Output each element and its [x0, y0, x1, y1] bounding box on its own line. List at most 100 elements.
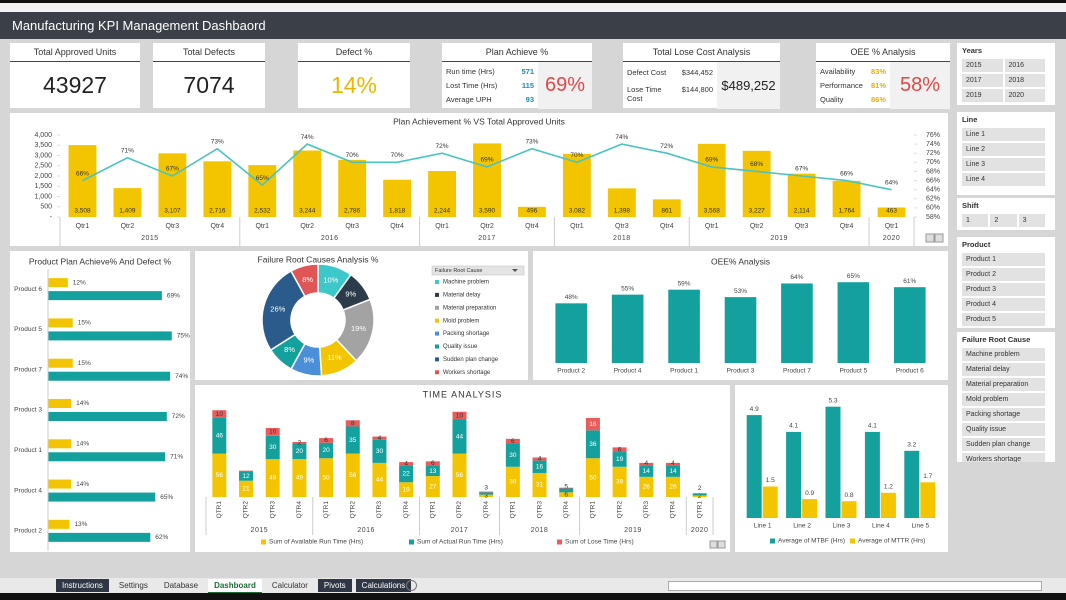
kpi-body: Defect Cost $344,452 Lose Time Cost $144,80… — [623, 62, 780, 109]
x-tick-label: QTR1 — [323, 501, 330, 519]
line-value-label: 69% — [705, 157, 718, 164]
chart: OEE% Analysis Product 2 48% Product 4 55% Pro… — [555, 256, 926, 375]
sheet-tab[interactable]: Instructions — [56, 579, 109, 592]
slicer-item[interactable]: Line 4 — [962, 173, 1045, 186]
slicer-item[interactable]: Product 2 — [962, 268, 1045, 281]
slicer-item[interactable]: Product 4 — [962, 298, 1045, 311]
segment-label: 56 — [349, 472, 357, 479]
bar — [293, 150, 322, 217]
slicer-item[interactable]: 2019 — [962, 89, 1003, 102]
slicer-item[interactable]: Product 1 — [962, 253, 1045, 266]
segment-label: 8% — [302, 275, 313, 284]
bar-segment — [265, 435, 280, 460]
bar-value-label: 3,082 — [569, 208, 586, 215]
bar-value-label: 1,398 — [614, 208, 631, 215]
x-tick-label: Qtr1 — [76, 223, 90, 230]
bar — [920, 482, 936, 518]
segment-label: 30 — [376, 448, 384, 455]
bar-segment — [292, 443, 307, 460]
segment-label: 27 — [429, 483, 437, 490]
legend-swatch — [850, 538, 855, 544]
segment-label: 22 — [403, 470, 411, 477]
kpi-value: 58% — [890, 62, 950, 109]
legend-swatch — [435, 280, 439, 284]
slicer-item[interactable]: 2015 — [962, 59, 1003, 72]
slicer-item[interactable]: 2 — [990, 214, 1017, 227]
slicer-item[interactable]: Workers shortage — [962, 453, 1045, 462]
kpi-row-value: 81% — [870, 80, 886, 90]
horizontal-scrollbar[interactable] — [668, 581, 1042, 591]
line-value-label: 72% — [436, 143, 449, 150]
kpi-value: 43927 — [43, 72, 107, 98]
x-group-label: 2018 — [531, 527, 549, 534]
slicer-item[interactable]: Quality issue — [962, 423, 1045, 436]
sheet-tab[interactable]: Settings — [118, 581, 148, 590]
x-tick-label: Qtr2 — [750, 223, 764, 230]
slicer-item[interactable]: Material delay — [962, 363, 1045, 376]
sheet-tab[interactable]: Dashboard — [208, 579, 262, 594]
slicer-item[interactable]: Line 1 — [962, 128, 1045, 141]
y2-tick-label: 74% — [926, 141, 940, 148]
slicer-item[interactable]: Packing shortage — [962, 408, 1045, 421]
bar-value-label: 3,244 — [299, 208, 316, 215]
bar-segment — [532, 457, 547, 461]
slicer-item[interactable]: 2020 — [1004, 89, 1045, 102]
x-group-label: 2017 — [451, 527, 469, 534]
x-tick-label: Qtr4 — [211, 223, 225, 230]
bar — [383, 179, 412, 217]
x-tick-label: QTR3 — [269, 501, 276, 519]
slicer-item[interactable]: 2018 — [1004, 74, 1045, 87]
x-tick-label: Qtr3 — [795, 223, 809, 230]
bar-segment — [479, 494, 494, 497]
slicer-item[interactable]: Mold problem — [962, 393, 1045, 406]
slicer-item[interactable]: Sudden plan change — [962, 438, 1045, 451]
bar-value-label: 0.8 — [844, 492, 853, 499]
x-tick-label: Qtr1 — [435, 223, 449, 230]
kpi-row-label: Availability — [820, 66, 856, 76]
slicer-item[interactable]: Line 2 — [962, 143, 1045, 156]
slicer: Shift 1 2 3 — [957, 198, 1055, 230]
y2-tick-label: 70% — [926, 159, 940, 166]
slicer-item[interactable]: Line 3 — [962, 158, 1045, 171]
chart-panel: Product Plan Achieve% And Defect % Produc… — [10, 251, 190, 552]
line-value-label: 66% — [840, 170, 853, 177]
sheet-tab[interactable]: Calculator — [271, 581, 308, 590]
bar-value-label: 1.5 — [766, 477, 775, 484]
bar-segment — [452, 453, 467, 497]
segment-label: 5 — [564, 483, 568, 490]
bar — [837, 282, 870, 363]
y-tick-label: 2,500 — [34, 163, 52, 170]
bar-segment — [239, 480, 254, 497]
sheet-tab[interactable]: Calculations — [355, 579, 412, 592]
segment-label: 10 — [269, 429, 277, 436]
bar — [841, 501, 857, 518]
slicer-item[interactable]: 3 — [1018, 214, 1045, 227]
slicer-item[interactable]: Machine problem — [962, 348, 1045, 361]
slicer-item[interactable]: Product 5 — [962, 313, 1045, 326]
add-sheet-button[interactable] — [406, 580, 417, 591]
kpi-card: Total Approved Units 43927 — [10, 43, 140, 108]
slicer-item[interactable]: Product 3 — [962, 283, 1045, 296]
slicer-item[interactable]: 2017 — [962, 74, 1003, 87]
slicer-item[interactable]: 2016 — [1004, 59, 1045, 72]
sheet-tab[interactable]: Pivots — [317, 579, 352, 592]
bar — [562, 153, 591, 217]
bar — [48, 278, 68, 288]
slicer-items: 2015 2016 2017 2018 2019 2020 — [957, 59, 1055, 102]
bar-segment — [665, 462, 680, 466]
bar-value-label: 64% — [790, 274, 803, 281]
segment-label: 3 — [484, 493, 488, 500]
line-value-label: 73% — [525, 138, 538, 145]
bar-segment — [559, 487, 574, 489]
y2-tick-label: 62% — [926, 196, 940, 203]
bar-value-label: 61% — [903, 278, 916, 285]
x-tick-label: Line 2 — [793, 523, 811, 530]
x-tick-label: Qtr1 — [255, 223, 269, 230]
slicer-item[interactable]: 1 — [962, 214, 989, 227]
legend-swatch — [261, 539, 266, 545]
bar-segment — [612, 452, 627, 467]
x-tick-label: Product 3 — [727, 368, 755, 375]
slicer-item[interactable]: Material preparation — [962, 378, 1045, 391]
sheet-tab[interactable]: Database — [163, 581, 199, 590]
segment-label: 2 — [298, 439, 302, 446]
